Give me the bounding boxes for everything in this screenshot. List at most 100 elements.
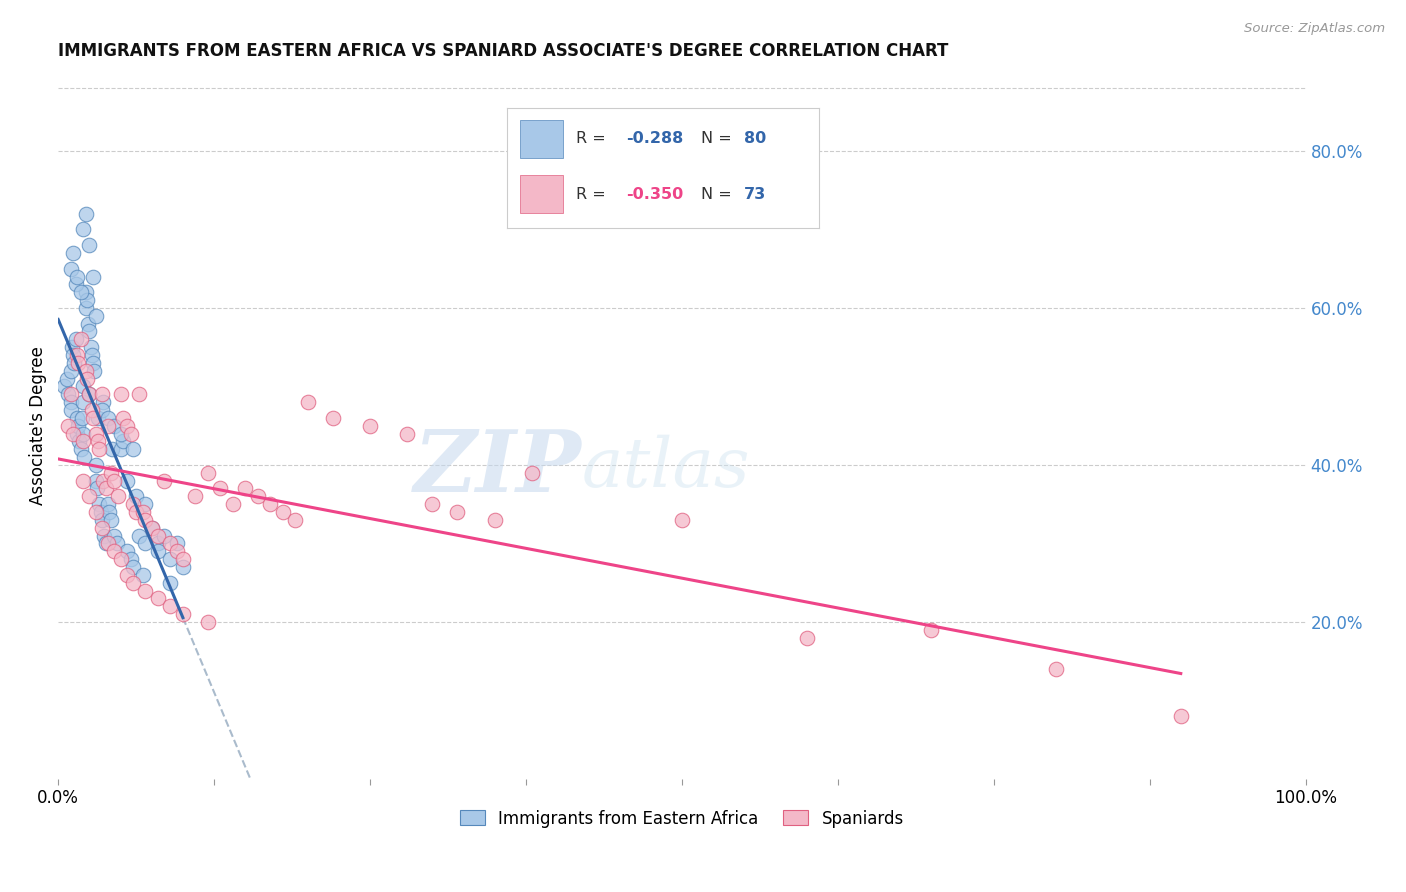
Point [82,410,104,425]
Point [72,474,94,488]
Point [79,387,101,401]
Point [84,458,107,472]
Point [159,575,181,590]
Point [112,410,135,425]
Point [98,505,121,519]
Point [60,340,83,354]
Point [115,567,138,582]
Point [112,434,135,449]
Point [56,371,79,385]
Point [75,301,97,315]
Point [422,497,444,511]
Point [59,395,82,409]
Point [73,450,96,464]
Point [63,356,86,370]
Point [67,434,90,449]
Point [66,426,89,441]
Point [146,528,169,542]
Point [103,528,125,542]
Point [83,364,105,378]
Point [72,222,94,236]
Point [159,552,181,566]
Point [79,340,101,354]
Text: atlas: atlas [582,434,751,501]
Point [59,364,82,378]
Point [67,356,90,370]
Point [197,466,219,480]
Point [322,410,344,425]
Point [134,583,156,598]
Point [146,544,169,558]
Point [153,528,176,542]
Point [153,474,176,488]
Point [82,269,104,284]
Point [72,426,94,441]
Point [90,521,112,535]
Point [80,348,103,362]
Point [141,521,163,535]
Point [89,442,111,457]
Point [56,387,79,401]
Point [134,513,156,527]
Point [122,575,145,590]
Point [97,410,120,425]
Point [101,442,124,457]
Point [91,395,114,409]
Point [90,513,112,527]
Point [197,615,219,629]
Point [446,505,468,519]
Point [69,285,91,300]
Point [79,238,101,252]
Point [209,482,232,496]
Point [122,497,145,511]
Point [184,489,207,503]
Point [87,434,110,449]
Text: IMMIGRANTS FROM EASTERN AFRICA VS SPANIARD ASSOCIATE'S DEGREE CORRELATION CHART: IMMIGRANTS FROM EASTERN AFRICA VS SPANIA… [58,42,949,60]
Point [132,567,155,582]
Point [115,544,138,558]
Point [166,544,188,558]
Point [53,379,76,393]
Point [110,442,132,457]
Point [134,536,156,550]
Point [796,631,818,645]
Point [1045,662,1067,676]
Point [233,482,256,496]
Point [79,325,101,339]
Text: Source: ZipAtlas.com: Source: ZipAtlas.com [1244,22,1385,36]
Point [84,426,107,441]
Point [115,474,138,488]
Point [359,418,381,433]
Point [86,482,108,496]
Point [59,403,82,417]
Point [297,395,319,409]
Point [79,387,101,401]
Point [80,403,103,417]
Point [105,536,128,550]
Point [84,474,107,488]
Point [87,410,110,425]
Point [77,317,100,331]
Point [146,591,169,606]
Point [246,489,269,503]
Point [97,418,120,433]
Point [1170,709,1192,723]
Point [75,207,97,221]
Point [146,536,169,550]
Point [128,528,150,542]
Point [72,395,94,409]
Point [75,364,97,378]
Point [66,348,89,362]
Point [67,418,90,433]
Point [93,528,115,542]
Point [671,513,693,527]
Point [62,348,84,362]
Point [70,410,93,425]
Point [172,607,194,621]
Point [97,536,120,550]
Point [271,505,294,519]
Point [94,482,117,496]
Y-axis label: Associate's Degree: Associate's Degree [30,346,46,505]
Point [69,332,91,346]
Point [920,623,942,637]
